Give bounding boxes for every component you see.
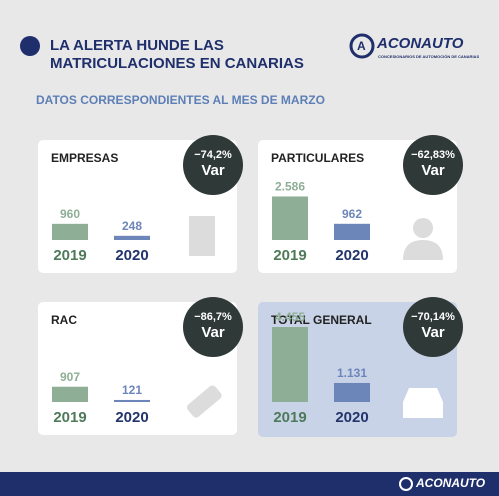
value-label: 962 bbox=[342, 207, 362, 221]
value-label: 907 bbox=[60, 370, 80, 384]
icon bbox=[403, 388, 443, 418]
bar bbox=[272, 196, 308, 240]
title-dot bbox=[20, 36, 40, 56]
year-label: 2020 bbox=[115, 409, 148, 426]
change-badge bbox=[403, 297, 463, 357]
panel-title: PARTICULARES bbox=[271, 151, 364, 165]
change-label: Var bbox=[201, 162, 225, 179]
change-value: −62,83% bbox=[411, 149, 455, 161]
panel: EMPRESAS −74,2%Var 960 2019 248 2020 bbox=[38, 135, 243, 273]
title-line: LA ALERTA HUNDE LAS bbox=[50, 37, 224, 54]
icon bbox=[186, 385, 222, 418]
value-label: 121 bbox=[122, 383, 142, 397]
value-label: 1.131 bbox=[337, 366, 367, 380]
year-label: 2019 bbox=[273, 247, 306, 264]
icon bbox=[413, 218, 433, 238]
change-badge bbox=[183, 297, 243, 357]
icon bbox=[403, 240, 443, 260]
panel: RAC −86,7%Var 907 2019 121 2020 bbox=[38, 297, 243, 435]
year-label: 2019 bbox=[53, 247, 86, 264]
bar bbox=[334, 382, 370, 402]
value-label: 4.455 bbox=[275, 310, 305, 324]
logo-text: ACONAUTO bbox=[376, 35, 464, 52]
change-label: Var bbox=[421, 162, 445, 179]
change-value: −70,14% bbox=[411, 311, 455, 323]
panel-title: RAC bbox=[51, 313, 77, 327]
year-label: 2020 bbox=[335, 247, 368, 264]
footer-logo: ACONAUTO bbox=[415, 476, 486, 490]
change-badge bbox=[183, 135, 243, 195]
value-label: 960 bbox=[60, 207, 80, 221]
bar bbox=[272, 327, 308, 402]
panel-title: TOTAL GENERAL bbox=[271, 313, 372, 327]
value-label: 248 bbox=[122, 219, 142, 233]
bar bbox=[114, 399, 150, 402]
footer bbox=[0, 472, 499, 496]
year-label: 2019 bbox=[273, 409, 306, 426]
change-value: −74,2% bbox=[194, 149, 232, 161]
change-value: −86,7% bbox=[194, 311, 232, 323]
panel: PARTICULARES −62,83%Var 2.586 2019 962 2020 bbox=[258, 135, 463, 273]
year-label: 2020 bbox=[115, 247, 148, 264]
logo: A ACONAUTO CONCESIONARIOS DE AUTOMOCIÓN … bbox=[349, 33, 479, 59]
title-line: MATRICULACIONES EN CANARIAS bbox=[50, 55, 304, 72]
change-label: Var bbox=[201, 324, 225, 341]
icon bbox=[189, 216, 215, 256]
value-label: 2.586 bbox=[275, 180, 305, 194]
year-label: 2019 bbox=[53, 409, 86, 426]
bar bbox=[52, 386, 88, 402]
bar bbox=[334, 223, 370, 240]
svg-text:A: A bbox=[357, 39, 366, 53]
logo-subtext: CONCESIONARIOS DE AUTOMOCIÓN DE CANARIAS bbox=[378, 54, 479, 59]
change-label: Var bbox=[421, 324, 445, 341]
bar bbox=[114, 235, 150, 240]
change-badge bbox=[403, 135, 463, 195]
subtitle: DATOS CORRESPONDIENTES AL MES DE MARZO bbox=[36, 93, 325, 107]
year-label: 2020 bbox=[335, 409, 368, 426]
panel: TOTAL GENERAL −70,14%Var 4.455 2019 1.131 202… bbox=[258, 297, 463, 437]
footer-logo-icon bbox=[399, 477, 413, 491]
bar bbox=[52, 223, 88, 240]
panel-title: EMPRESAS bbox=[51, 151, 118, 165]
